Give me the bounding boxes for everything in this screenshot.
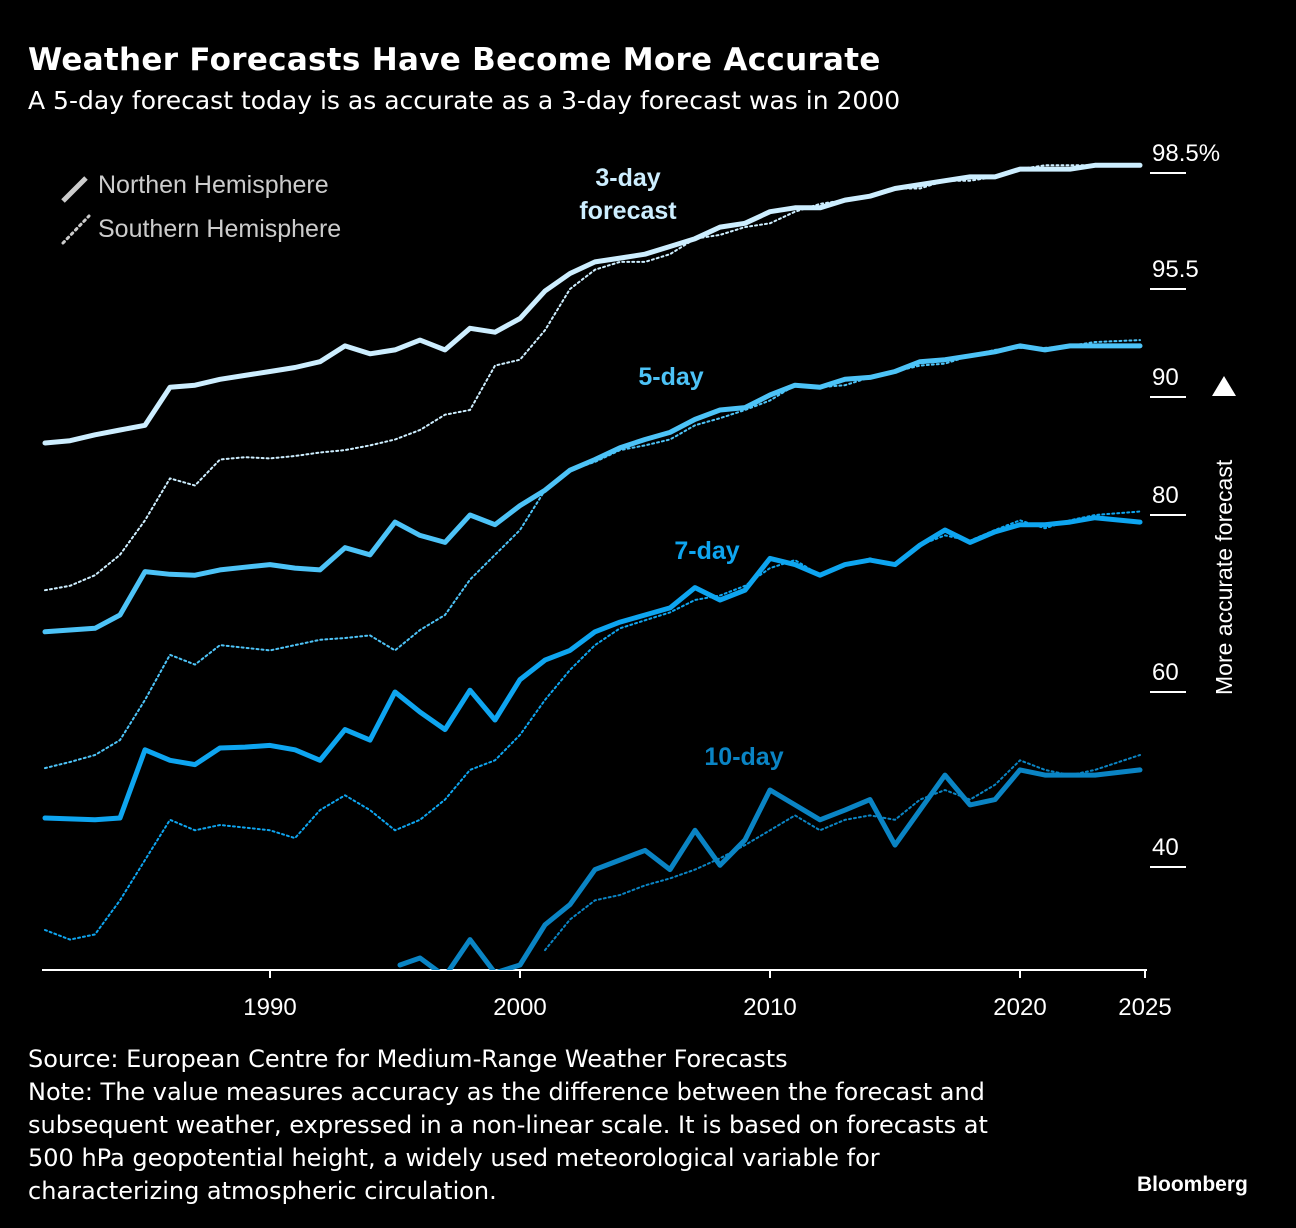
y-tick-label: 90 bbox=[1152, 364, 1179, 391]
x-tick-label: 2020 bbox=[993, 994, 1046, 1021]
series-label: 7-day bbox=[674, 537, 739, 565]
legend: Northen Hemisphere Southern Hemisphere bbox=[61, 171, 341, 245]
series-label: 10-day bbox=[704, 743, 783, 771]
x-tick-label: 2010 bbox=[743, 994, 796, 1021]
y-tick-label: 98.5% bbox=[1152, 140, 1220, 167]
series-3-day-nh bbox=[42, 162, 1143, 446]
legend-dotted-swatch bbox=[61, 214, 91, 245]
series-10-day-nh bbox=[397, 767, 1143, 970]
x-tick-label: 1990 bbox=[243, 994, 296, 1021]
y-axis-title: More accurate forecast bbox=[1211, 376, 1237, 695]
source-text: Source: European Centre for Medium-Range… bbox=[28, 1045, 788, 1073]
note-text: Note: The value measures accuracy as the… bbox=[28, 1078, 988, 1205]
legend-label-sh: Southern Hemisphere bbox=[98, 215, 341, 243]
series-5-day-sh bbox=[44, 339, 1141, 770]
y-axis-label: More accurate forecast bbox=[1211, 459, 1237, 695]
legend-label-nh: Northen Hemisphere bbox=[98, 171, 329, 199]
x-tick-label: 2025 bbox=[1118, 994, 1171, 1021]
y-tick-label: 60 bbox=[1152, 659, 1179, 686]
y-tick-label: 95.5 bbox=[1152, 256, 1199, 283]
series-label: 5-day bbox=[638, 363, 703, 391]
y-tick-label: 80 bbox=[1152, 482, 1179, 509]
bloomberg-logo: Bloomberg bbox=[1137, 1173, 1248, 1196]
x-axis: 1990 2000 2010 2020 2025 bbox=[42, 969, 1172, 1021]
chart-subtitle: A 5-day forecast today is as accurate as… bbox=[28, 86, 901, 115]
series-10-day-sh bbox=[544, 754, 1141, 952]
y-axis: 98.5% 95.5 90 80 60 40 bbox=[1150, 140, 1220, 868]
up-arrow-icon bbox=[1212, 376, 1236, 396]
series-label: 3-day bbox=[595, 164, 660, 192]
chart-title: Weather Forecasts Have Become More Accur… bbox=[28, 42, 881, 78]
series-7-day-nh bbox=[42, 515, 1143, 823]
series-label-line2: forecast bbox=[579, 197, 677, 225]
y-tick-label: 40 bbox=[1152, 834, 1179, 861]
legend-solid-swatch bbox=[61, 176, 88, 203]
x-tick-label: 2000 bbox=[493, 994, 546, 1021]
series-5-day-nh bbox=[42, 343, 1143, 635]
series-7-day-sh bbox=[44, 510, 1141, 941]
footnote: Source: European Centre for Medium-Range… bbox=[28, 1043, 1028, 1208]
